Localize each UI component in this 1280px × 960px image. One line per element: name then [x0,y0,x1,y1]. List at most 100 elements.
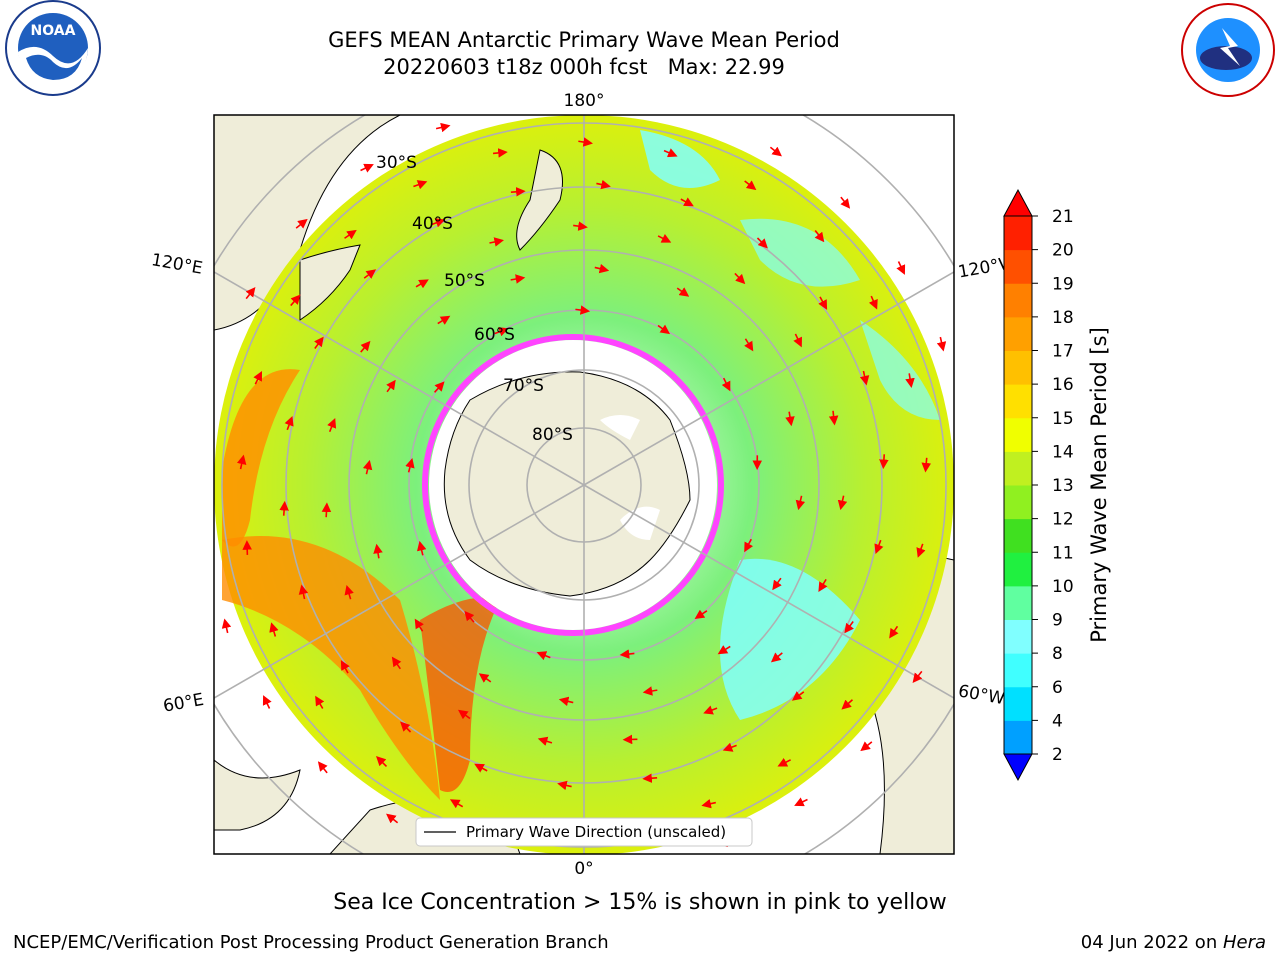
wave-vector-arrow [435,122,451,133]
wave-vector-arrow [596,179,611,190]
wave-vector-arrow [814,230,825,243]
wave-vector-arrow [717,645,731,655]
nws-logo [1181,3,1275,97]
map-subtitle: 20220603 t18z 000h fcst Max: 22.99 [383,55,785,79]
wave-vector-arrow [657,324,671,335]
colorbar-tick-label: 11 [1052,543,1074,563]
colorbar-segment [1004,417,1032,452]
wave-vector-arrow [828,410,839,426]
wave-vector-arrow [245,287,256,300]
wave-vector-arrow [413,180,428,190]
wave-vector-arrow [756,237,768,249]
wave-vector-arrow [619,649,635,659]
lon-label-60w: 60°W [957,681,1007,709]
wave-vector-arrow [400,721,412,733]
wave-vector-arrow [896,261,906,275]
wave-vector-arrow [744,338,754,352]
wave-vector-arrow [769,146,782,157]
colorbar-segment [1004,485,1032,520]
colorbar-tick-label: 2 [1052,745,1063,765]
lat-label-30s: 30°S [376,153,417,173]
wave-vector-arrow [290,294,301,307]
wave-vector-arrow [298,584,309,600]
wave-vector-arrow [360,340,371,353]
wave-vector-arrow [315,695,325,709]
wave-vector-arrow [317,761,328,774]
wave-vector-arrow [841,699,854,710]
map-legend: Primary Wave Direction (unscaled) [415,817,753,847]
wave-vector-arrow [701,799,716,809]
wave-vector-arrow [415,279,429,289]
colorbar-tick-label: 12 [1052,510,1074,530]
wave-vector-arrow [295,218,308,229]
colorbar-segment [1004,518,1032,553]
wave-vector-arrow [449,799,464,809]
wave-vector-arrow [680,197,694,207]
wave-vector-arrow [573,221,588,231]
wave-vector-arrow [859,370,870,386]
wave-vector-arrow [694,609,708,619]
wave-vector-arrow [844,621,854,634]
wave-vector-arrow [657,233,672,243]
colorbar-segment [1004,350,1032,385]
wave-vector-arrow [578,137,593,147]
colorbar-segment [1004,720,1032,755]
wave-vector-arrow [236,454,247,470]
colorbar-tick-label: 20 [1052,241,1074,261]
wave-vector-arrow [772,577,782,591]
colorbar-segment [1004,283,1032,318]
wave-vector-arrow [874,539,884,555]
colorbar-tick-label: 4 [1052,711,1063,731]
wave-vector-arrow [795,495,806,511]
wave-vector-arrow [474,763,488,773]
map-frame [213,114,955,855]
wave-vector-arrow [373,543,383,559]
wave-vector-arrow [557,780,572,791]
wave-vector-arrow [344,229,357,240]
wave-vector-arrow [457,709,471,720]
wave-vector-arrow [376,755,388,768]
colorbar-tick-label: 14 [1052,442,1074,462]
wave-vector-arrow [818,578,828,593]
lon-label-60e: 60°E [162,690,206,717]
lon-label-180: 180° [564,91,605,111]
wave-vector-arrow [794,797,808,807]
wave-vector-arrow [818,296,828,310]
wave-vector-arrow [437,315,451,325]
wave-vector-arrow [770,652,783,663]
wave-vector-arrow [478,673,492,683]
wave-vector-arrow [363,269,377,279]
wave-vector-arrow [744,538,754,553]
wave-direction-vectors [221,122,947,848]
colorbar-tick-label: 15 [1052,409,1074,429]
wave-vector-arrow [936,336,947,352]
wave-vector-arrow [791,691,805,701]
wave-vector-arrow [594,263,610,274]
wave-vector-arrow [734,272,746,285]
wave-vector-arrow [492,148,508,158]
colorbar: 2 4 6 8 9 10 11 12 13 14 15 16 17 18 19 20 21 [1003,188,1074,782]
wave-vector-arrow [744,180,757,191]
wave-vector-arrow [221,618,232,634]
wave-vector-arrow [642,686,658,696]
colorbar-tick-label: 6 [1052,678,1063,698]
wave-vector-arrow [489,237,504,247]
wave-vector-arrow [414,618,424,632]
colorbar-segment [1004,216,1032,251]
wave-vector-arrow [558,696,574,707]
wave-vector-arrow [793,333,802,348]
wave-vector-arrow [279,500,289,516]
colorbar-tick-label: 18 [1052,308,1074,328]
wave-vector-arrow [536,651,551,661]
wave-vector-arrow [416,540,427,556]
wave-vector-arrow [837,495,848,511]
legend-label: Primary Wave Direction (unscaled) [466,823,726,841]
colorbar-over-extend [1003,188,1033,217]
colorbar-segment [1004,316,1032,351]
wave-vector-arrow [314,336,324,349]
colorbar-segment [1004,686,1032,721]
wave-vector-arrow [510,187,526,197]
footer-producer: NCEP/EMC/Verification Post Processing Pr… [13,932,609,953]
colorbar-segment [1004,552,1032,587]
wave-vector-arrow [433,381,445,393]
